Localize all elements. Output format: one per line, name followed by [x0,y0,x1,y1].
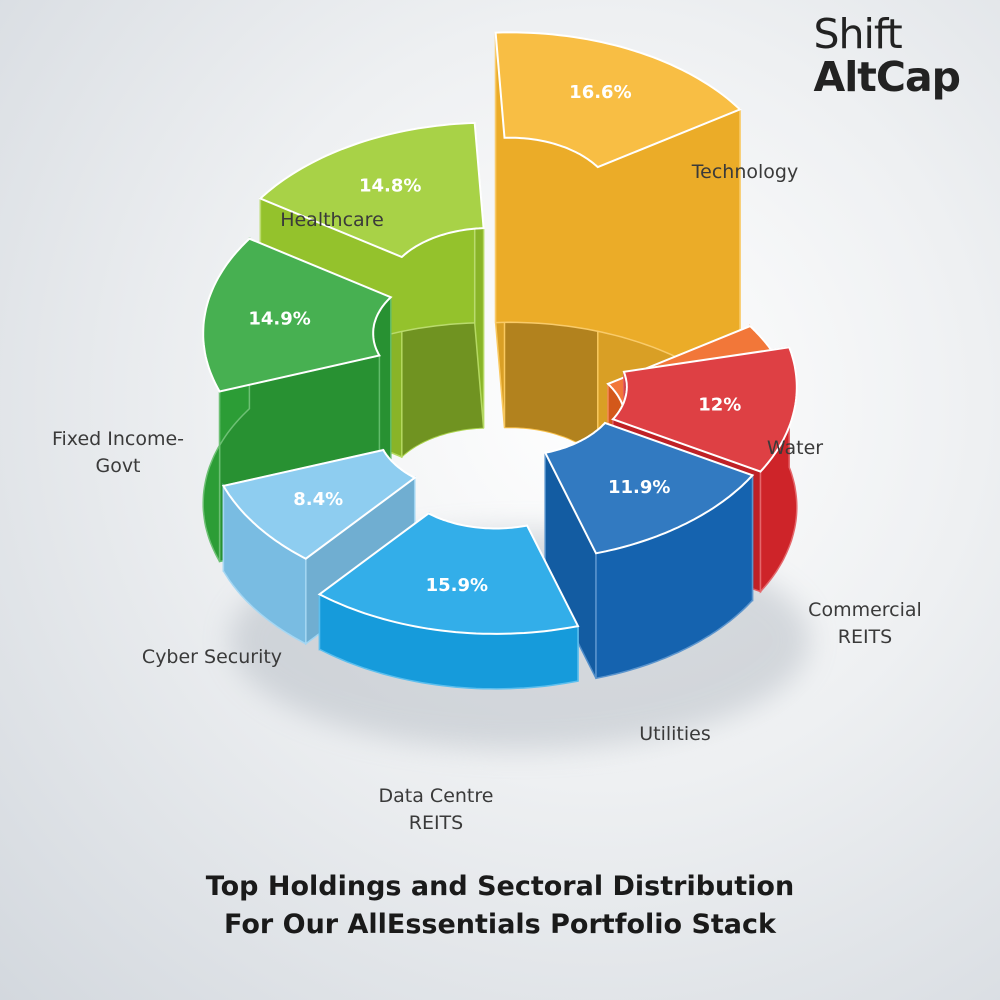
value-label-3: 11.9% [608,477,670,498]
chart-title-line-2: For Our AllEssentials Portfolio Stack [224,909,776,940]
chart-title: Top Holdings and Sectoral Distribution F… [0,868,1000,944]
slice-5: 8.4% [221,448,417,646]
brand-logo: Shift AltCap [814,14,961,98]
slice-4: 15.9% [317,511,580,690]
category-label-1: Water [767,437,823,459]
value-label-7: 14.8% [359,175,421,196]
category-label-0: Technology [691,161,798,183]
value-label-2: 12% [698,395,741,416]
brand-line-1: Shift [813,10,903,58]
category-label-7: Healthcare [280,209,384,231]
category-label-5: Cyber Security [142,646,282,668]
value-label-4: 15.9% [426,575,488,596]
brand-line-2: AltCap [813,53,961,101]
category-label-2: Commercial REITS [808,599,922,648]
value-label-6: 14.9% [248,309,310,330]
chart-title-line-1: Top Holdings and Sectoral Distribution [205,871,795,902]
category-label-6: Fixed Income-Govt [52,428,184,477]
slice-3: 11.9% [543,421,755,680]
value-label-0: 16.6% [569,82,631,103]
category-label-3: Utilities [639,723,711,745]
category-label-4: Data Centre REITS [379,785,494,834]
value-label-5: 8.4% [293,489,343,510]
